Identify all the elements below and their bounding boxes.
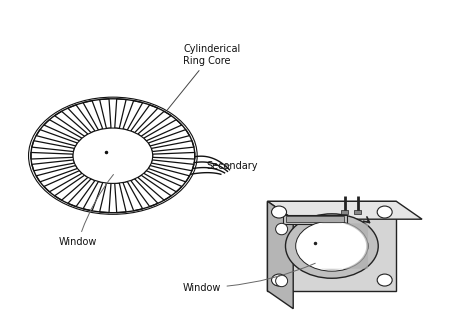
Polygon shape bbox=[68, 105, 95, 133]
Text: Window: Window bbox=[59, 174, 113, 247]
Ellipse shape bbox=[285, 214, 378, 278]
Polygon shape bbox=[100, 99, 111, 128]
Polygon shape bbox=[131, 179, 158, 207]
Polygon shape bbox=[36, 166, 77, 182]
Polygon shape bbox=[144, 171, 182, 192]
Ellipse shape bbox=[377, 274, 392, 286]
Circle shape bbox=[73, 128, 153, 183]
Bar bbox=[355, 211, 361, 214]
Bar bbox=[267, 201, 396, 291]
Polygon shape bbox=[32, 141, 74, 152]
Polygon shape bbox=[138, 111, 171, 136]
Polygon shape bbox=[55, 111, 88, 136]
Polygon shape bbox=[148, 130, 190, 146]
Polygon shape bbox=[153, 153, 195, 159]
Polygon shape bbox=[267, 201, 422, 219]
Polygon shape bbox=[144, 120, 182, 141]
Circle shape bbox=[28, 97, 197, 214]
Polygon shape bbox=[148, 166, 190, 182]
Bar bbox=[341, 211, 348, 214]
Ellipse shape bbox=[275, 223, 288, 235]
Polygon shape bbox=[151, 160, 194, 171]
Polygon shape bbox=[36, 130, 77, 146]
Text: Secondary: Secondary bbox=[207, 161, 258, 170]
Ellipse shape bbox=[377, 206, 392, 218]
Bar bbox=[286, 216, 344, 222]
Polygon shape bbox=[151, 141, 194, 152]
Polygon shape bbox=[123, 101, 143, 130]
Text: Cylinderical
Ring Core: Cylinderical Ring Core bbox=[167, 44, 240, 110]
Ellipse shape bbox=[272, 274, 287, 286]
Polygon shape bbox=[267, 201, 293, 309]
Polygon shape bbox=[55, 175, 88, 200]
Polygon shape bbox=[83, 181, 103, 211]
Bar bbox=[283, 215, 347, 224]
Polygon shape bbox=[115, 183, 126, 213]
Ellipse shape bbox=[296, 221, 368, 271]
Polygon shape bbox=[31, 153, 73, 159]
Polygon shape bbox=[131, 105, 158, 133]
Ellipse shape bbox=[272, 206, 287, 218]
Polygon shape bbox=[100, 183, 111, 213]
Polygon shape bbox=[44, 120, 82, 141]
Polygon shape bbox=[83, 101, 103, 130]
Polygon shape bbox=[138, 175, 171, 200]
Ellipse shape bbox=[275, 275, 288, 287]
Polygon shape bbox=[115, 99, 126, 128]
Polygon shape bbox=[123, 181, 143, 211]
Polygon shape bbox=[68, 179, 95, 207]
Polygon shape bbox=[44, 171, 82, 192]
Polygon shape bbox=[32, 160, 74, 171]
Text: Window: Window bbox=[183, 263, 315, 293]
